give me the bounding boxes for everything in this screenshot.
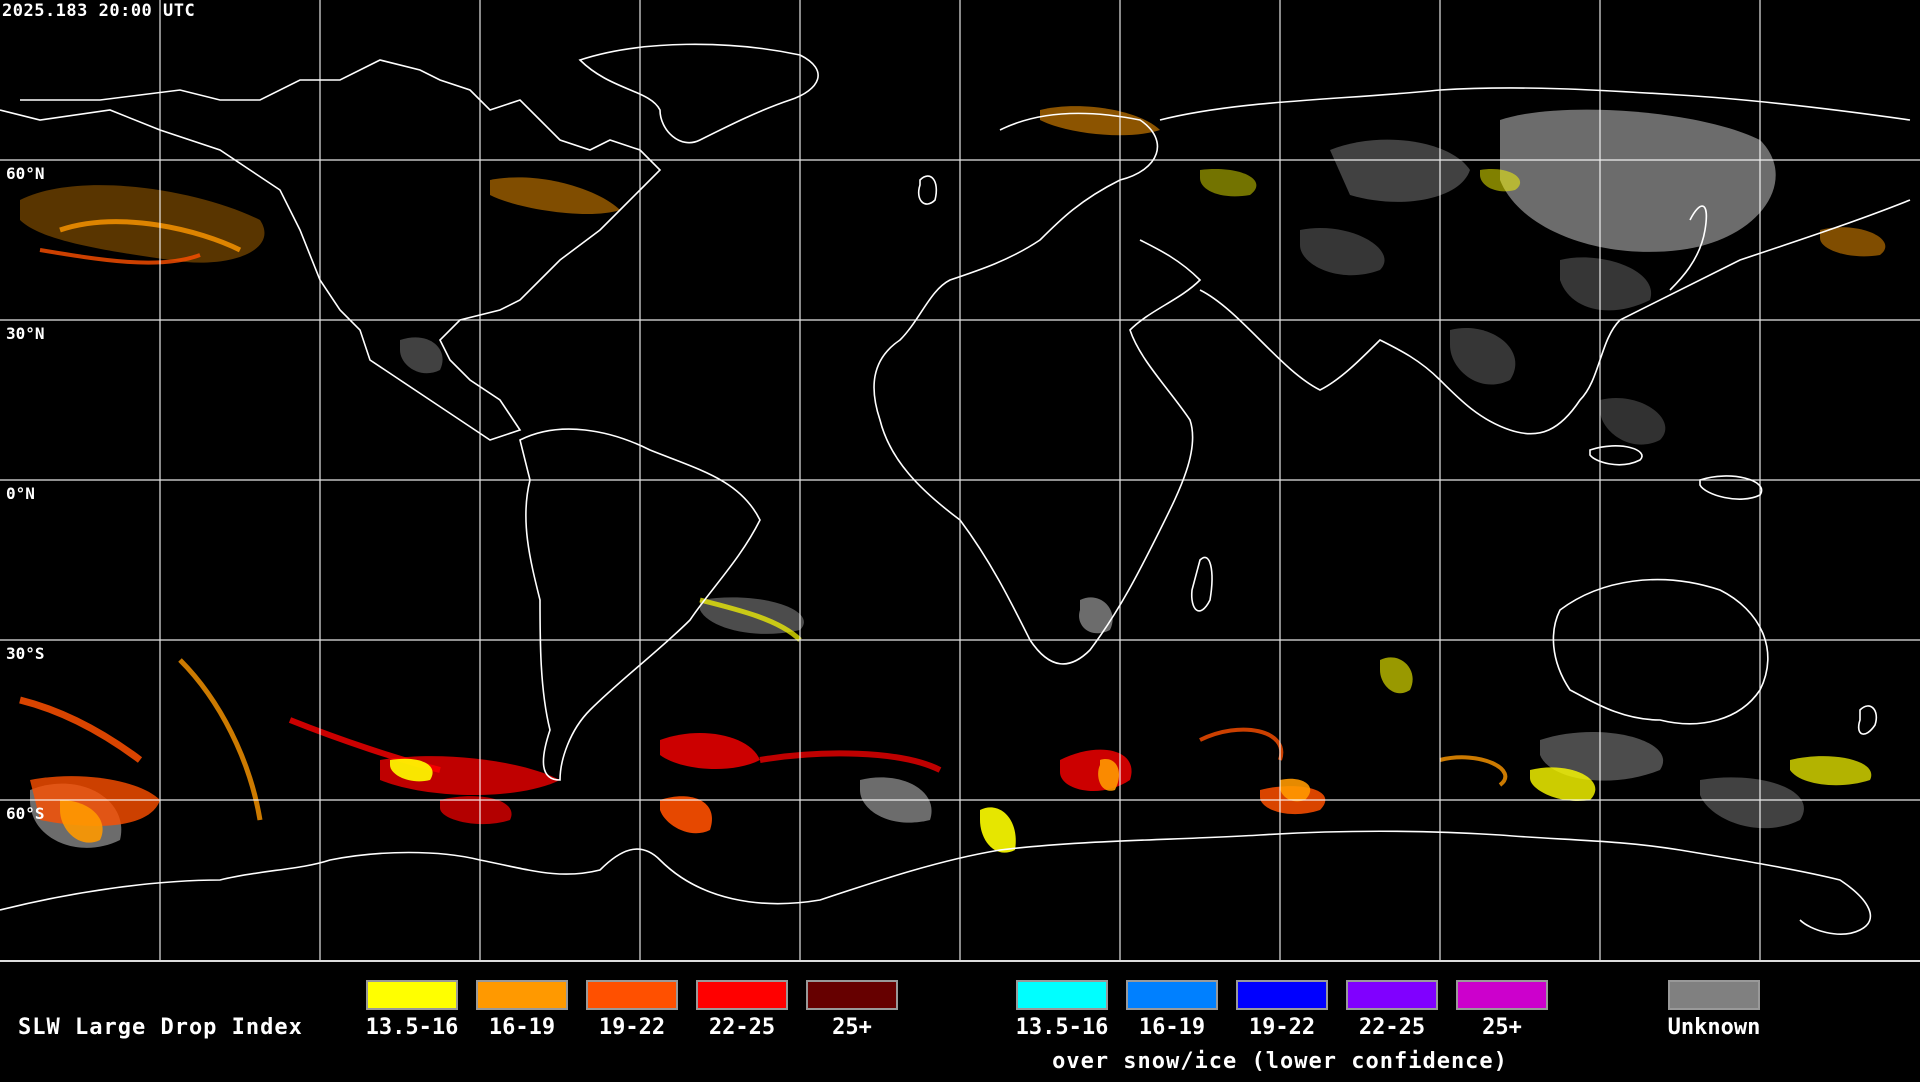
label-ice-13-16: 13.5-16 xyxy=(1015,1015,1109,1040)
swatch-ice-13-16 xyxy=(1016,980,1108,1010)
graticule xyxy=(0,0,1920,960)
snow-ice-note: over snow/ice (lower confidence) xyxy=(1052,1049,1508,1074)
label-ice-22-25: 22-25 xyxy=(1358,1015,1426,1040)
slw-large-drop-areas xyxy=(19,106,1886,853)
label-ice-16-19: 16-19 xyxy=(1138,1015,1206,1040)
label-unknown: Unknown xyxy=(1667,1015,1761,1040)
label-water-16-19: 16-19 xyxy=(488,1015,556,1040)
label-ice-19-22: 19-22 xyxy=(1248,1015,1316,1040)
swatch-water-16-19 xyxy=(476,980,568,1010)
lat-label-60n: 60°N xyxy=(6,164,45,183)
world-map xyxy=(0,0,1920,960)
legend: SLW Large Drop Index 13.5-16 16-19 19-22… xyxy=(0,960,1920,1082)
label-water-19-22: 19-22 xyxy=(598,1015,666,1040)
legend-title: SLW Large Drop Index xyxy=(18,1015,303,1040)
label-water-25plus: 25+ xyxy=(832,1015,872,1040)
lat-label-0n: 0°N xyxy=(6,484,35,503)
swatch-ice-25plus xyxy=(1456,980,1548,1010)
swatch-ice-19-22 xyxy=(1236,980,1328,1010)
coastlines xyxy=(0,43,1911,935)
swatch-ice-16-19 xyxy=(1126,980,1218,1010)
label-water-22-25: 22-25 xyxy=(708,1015,776,1040)
lat-label-30s: 30°S xyxy=(6,644,45,663)
lat-label-60s: 60°S xyxy=(6,804,45,823)
swatch-water-22-25 xyxy=(696,980,788,1010)
swatch-water-25plus xyxy=(806,980,898,1010)
swatch-water-19-22 xyxy=(586,980,678,1010)
swatch-water-13-16 xyxy=(366,980,458,1010)
swatch-unknown xyxy=(1668,980,1760,1010)
label-ice-25plus: 25+ xyxy=(1482,1015,1522,1040)
lat-label-30n: 30°N xyxy=(6,324,45,343)
label-water-13-16: 13.5-16 xyxy=(365,1015,459,1040)
timestamp: 2025.183 20:00 UTC xyxy=(2,1,196,21)
swatch-ice-22-25 xyxy=(1346,980,1438,1010)
